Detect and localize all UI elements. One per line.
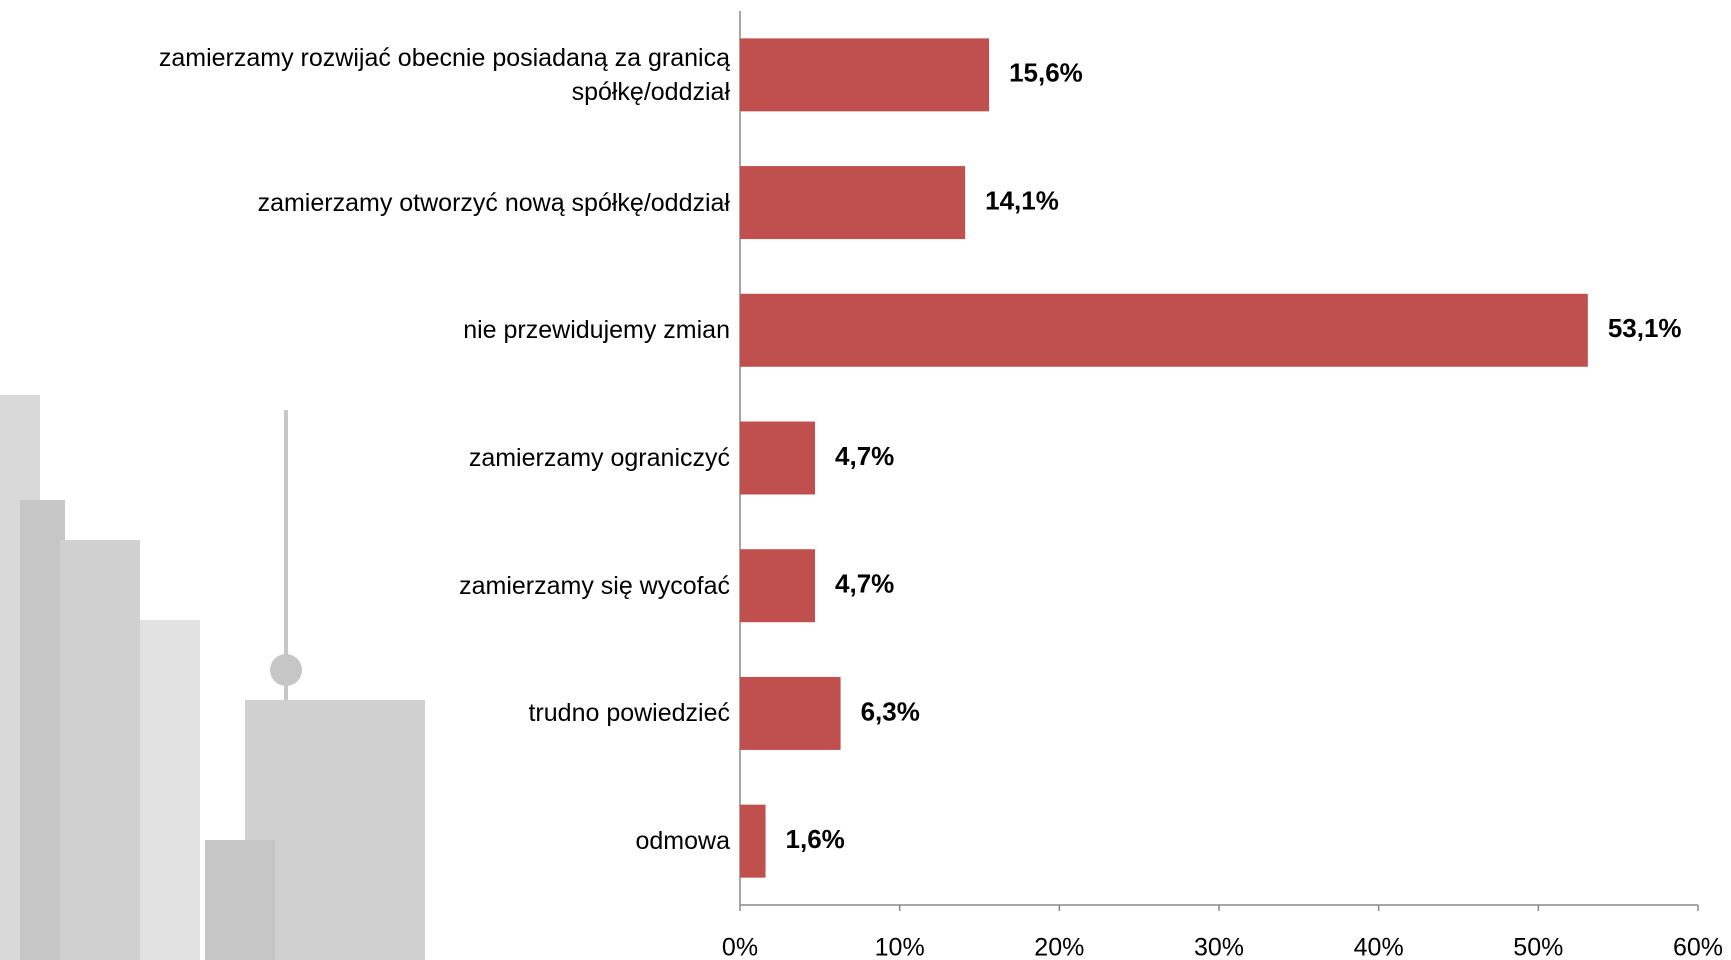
x-tick-label: 50% — [1513, 934, 1563, 960]
x-tick-label: 40% — [1354, 934, 1404, 960]
bar — [740, 421, 816, 495]
x-tick-label: 30% — [1194, 934, 1244, 960]
building — [20, 500, 65, 960]
category-label: zamierzamy rozwijać obecnie posiadaną za… — [158, 43, 730, 106]
x-tick-label: 10% — [875, 934, 925, 960]
value-label: 4,7% — [835, 441, 894, 471]
bar — [740, 549, 816, 623]
bar — [740, 676, 841, 750]
value-label: 15,6% — [1009, 58, 1083, 88]
category-label: trudno powiedzieć — [528, 699, 730, 728]
bar — [740, 804, 766, 878]
category-label: odmowa — [635, 827, 731, 856]
x-tick-label: 20% — [1034, 934, 1084, 960]
category-label: zamierzamy się wycofać — [459, 571, 730, 600]
x-tick-label: 60% — [1673, 934, 1723, 960]
value-label: 1,6% — [786, 824, 845, 854]
bar — [740, 166, 966, 240]
value-label: 6,3% — [861, 696, 920, 726]
value-label: 14,1% — [985, 185, 1059, 215]
background-buildings — [0, 395, 425, 960]
category-label: zamierzamy otworzyć nową spółkę/oddział — [257, 188, 730, 217]
value-label: 53,1% — [1608, 313, 1682, 343]
bar — [740, 38, 990, 112]
building — [140, 620, 200, 960]
building — [205, 840, 275, 960]
building — [60, 540, 140, 960]
bar — [740, 293, 1588, 367]
x-tick-label: 0% — [722, 934, 758, 960]
category-label: zamierzamy ograniczyć — [468, 444, 730, 472]
category-label: nie przewidujemy zmian — [463, 316, 730, 345]
tower-mast — [284, 410, 288, 700]
value-label: 4,7% — [835, 569, 894, 599]
tower-ball — [270, 654, 302, 686]
